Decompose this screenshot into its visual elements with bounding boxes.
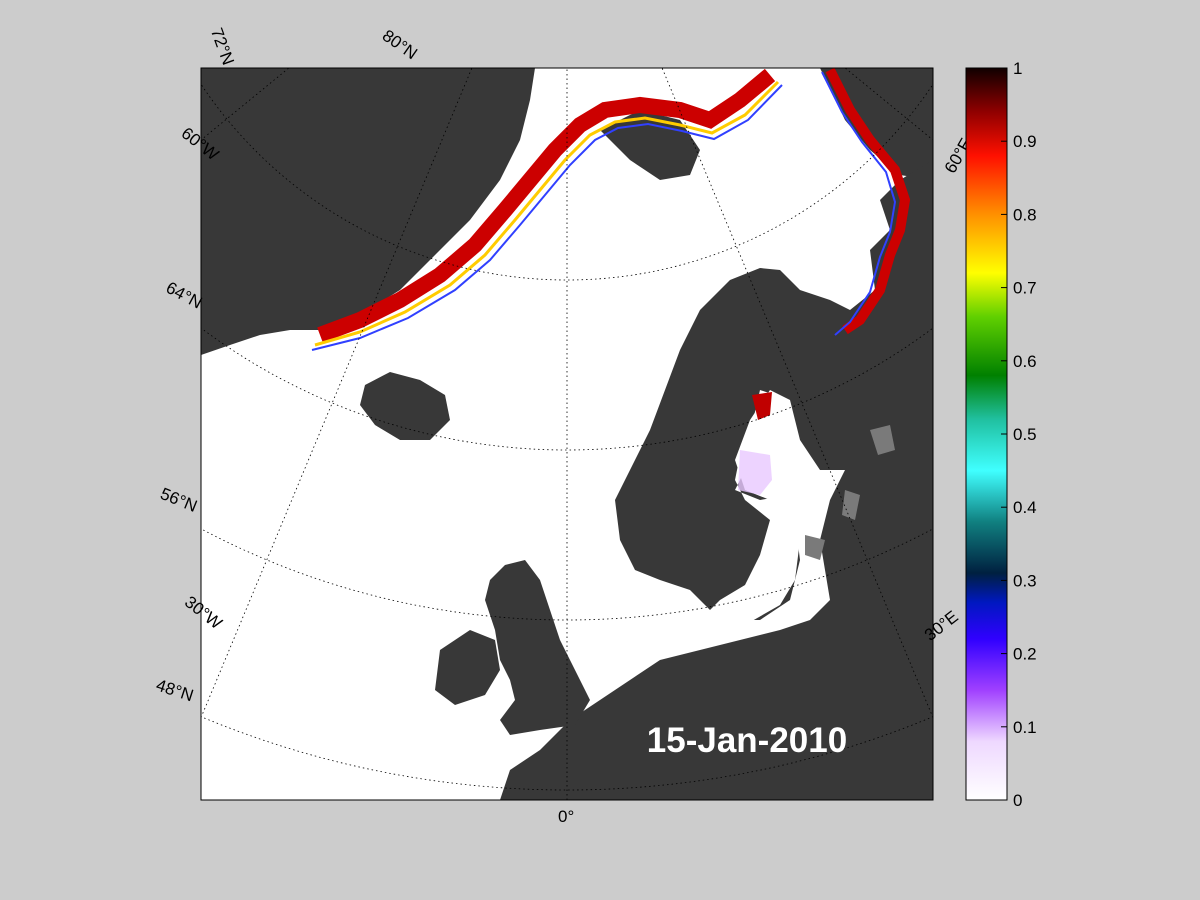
colorbar-tick-label: 1 bbox=[1013, 59, 1022, 78]
colorbar-tick-label: 0.6 bbox=[1013, 352, 1037, 371]
date-label: 15-Jan-2010 bbox=[647, 721, 847, 760]
colorbar-tick-label: 0.4 bbox=[1013, 498, 1037, 517]
baltic-ice bbox=[738, 450, 772, 495]
map-area: 15-Jan-2010 bbox=[201, 68, 933, 800]
lat-label-48n: 48°N bbox=[154, 676, 196, 706]
ice-edge-barents-outer bbox=[821, 71, 897, 336]
gulf-of-bothnia bbox=[700, 390, 840, 630]
scandinavia-russia bbox=[500, 160, 933, 800]
colorbar-tick-label: 0.9 bbox=[1013, 132, 1037, 151]
colorbar-tick-label: 0.3 bbox=[1013, 571, 1037, 590]
greenland bbox=[201, 68, 535, 355]
colorbar-tick-label: 0.2 bbox=[1013, 645, 1037, 664]
bothnian-bay-ice bbox=[752, 392, 772, 420]
colorbar-tick-label: 0 bbox=[1013, 791, 1022, 810]
lat-label-72n: 72°N bbox=[207, 25, 238, 67]
ice-edge-greenland-outer2 bbox=[311, 84, 783, 351]
lat-label-56n: 56°N bbox=[158, 484, 200, 516]
ice-edge-barents bbox=[825, 68, 911, 335]
map-frame bbox=[200, 67, 934, 801]
graticule bbox=[201, 68, 933, 800]
ireland bbox=[435, 630, 500, 705]
colorbar-tick-label: 0.1 bbox=[1013, 718, 1037, 737]
lake bbox=[842, 490, 860, 520]
colorbar-tick-label: 0.8 bbox=[1013, 205, 1037, 224]
ice-edge-greenland bbox=[317, 68, 776, 343]
great-britain bbox=[485, 560, 590, 735]
colorbar-tick-label: 0.7 bbox=[1013, 279, 1037, 298]
lon-label-0: 0° bbox=[558, 807, 574, 826]
lake bbox=[805, 535, 825, 560]
ice-edge-greenland-outer bbox=[314, 80, 780, 347]
colorbar bbox=[965, 67, 1008, 801]
colorbar-tick-label: 0.5 bbox=[1013, 425, 1037, 444]
lake bbox=[870, 425, 895, 455]
lat-label-80n: 80°N bbox=[379, 26, 421, 63]
colorbar-ticks: 0 0.1 0.2 0.3 0.4 0.5 0.6 0.7 0.8 0.9 1 bbox=[1001, 59, 1037, 810]
iceland bbox=[360, 372, 450, 440]
lat-label-64n: 64°N bbox=[163, 278, 205, 313]
